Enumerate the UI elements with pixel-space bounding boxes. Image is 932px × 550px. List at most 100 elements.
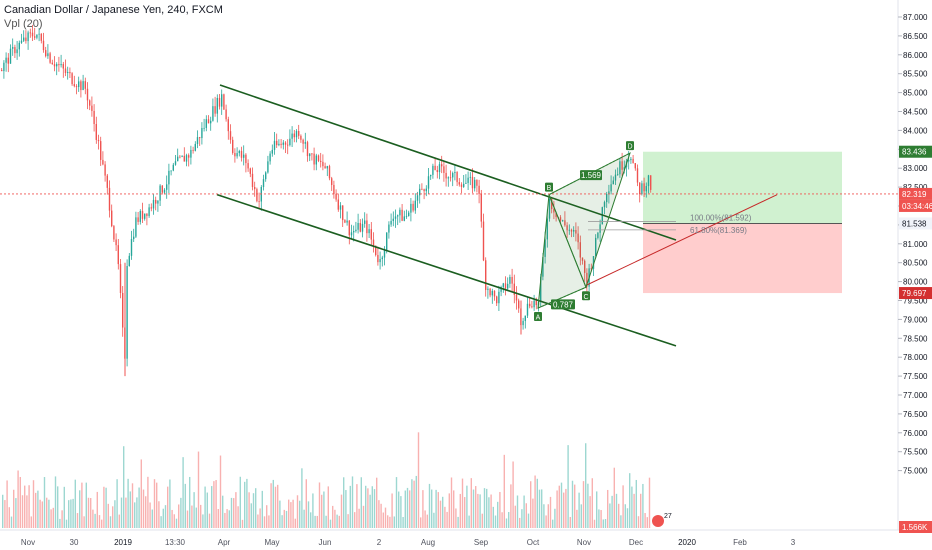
candle-body	[493, 290, 496, 297]
ratio-badge	[551, 299, 575, 310]
volume-bar	[246, 478, 248, 528]
volume-bar	[382, 512, 384, 528]
volume-bar	[13, 489, 15, 528]
volume-bar	[164, 505, 167, 528]
candle-body	[278, 143, 280, 146]
volume-bar	[241, 519, 244, 528]
candle-body	[18, 42, 20, 50]
candle-body	[359, 222, 361, 232]
candle-body	[357, 222, 359, 230]
candle-body	[621, 161, 623, 170]
volume-bar	[371, 486, 373, 528]
candle-body	[185, 155, 188, 162]
volume-bar	[83, 516, 85, 528]
candle-body	[119, 264, 122, 293]
volume-bar	[189, 476, 191, 528]
current-price-label: 82.319	[902, 190, 927, 199]
volume-bar	[85, 482, 87, 528]
volume-bar	[596, 491, 598, 528]
volume-bar	[259, 508, 261, 528]
volume-bar	[39, 499, 41, 528]
volume-bar	[274, 486, 277, 528]
candle-body	[443, 166, 445, 173]
candle-body	[614, 174, 617, 181]
candle-body	[42, 40, 45, 51]
volume-bar	[571, 480, 574, 528]
candle-body	[458, 182, 460, 185]
candle-body	[504, 283, 507, 289]
volume-bar	[373, 489, 376, 528]
candle-body	[496, 296, 498, 304]
volume-bar	[409, 490, 411, 528]
candle-body	[581, 257, 584, 261]
volume-bar	[158, 501, 160, 528]
pattern-point-b	[545, 182, 553, 192]
candle-body	[650, 175, 652, 190]
candle-body	[647, 175, 650, 187]
candle-body	[368, 229, 370, 234]
candle-body	[597, 232, 599, 238]
candle-body	[386, 232, 388, 251]
volume-bar	[607, 489, 609, 528]
volume-bar	[376, 477, 378, 528]
y-tick-label: 80.000	[903, 278, 928, 287]
volume-bar	[466, 485, 468, 528]
volume-bar	[131, 483, 134, 528]
volume-bar	[521, 509, 523, 528]
candle-body	[218, 97, 221, 107]
candle-body	[20, 40, 23, 43]
candle-body	[14, 47, 16, 54]
candle-body	[469, 176, 471, 178]
volume-bar	[206, 492, 208, 528]
candle-body	[25, 37, 27, 42]
volume-bar	[235, 492, 237, 528]
volume-bar	[492, 506, 494, 528]
volume-badge-icon[interactable]	[652, 515, 664, 527]
volume-bar	[637, 516, 640, 528]
volume-bar	[191, 505, 193, 528]
volume-bar	[167, 486, 169, 528]
volume-bar	[46, 497, 48, 528]
volume-bar	[457, 516, 459, 528]
candle-body	[559, 217, 562, 221]
volume-bar	[120, 497, 123, 528]
volume-bar	[486, 488, 488, 528]
candle-body	[126, 266, 128, 359]
volume-bar	[450, 477, 453, 528]
x-tick-label: 3	[791, 538, 796, 547]
volume-bar	[585, 443, 587, 528]
candle-body	[603, 202, 606, 208]
x-tick-label: 30	[70, 538, 79, 547]
volume-bar	[582, 481, 585, 528]
candle-body	[524, 315, 526, 321]
candle-body	[267, 161, 269, 173]
candle-body	[377, 254, 379, 263]
volume-bar	[565, 488, 567, 528]
volume-bar	[228, 510, 230, 528]
candle-body	[335, 193, 337, 200]
volume-bar	[127, 478, 129, 528]
volume-bar	[61, 510, 63, 528]
volume-bar	[184, 483, 186, 528]
volume-bar	[442, 496, 444, 528]
volume-bar	[173, 514, 175, 528]
candle-body	[172, 164, 174, 171]
volume-bar	[272, 479, 274, 528]
candle-body	[542, 256, 544, 277]
volume-bar	[384, 507, 387, 528]
stop-price-label: 79.697	[902, 289, 927, 298]
volume-bar	[288, 499, 290, 528]
volume-bar	[534, 475, 536, 528]
candle-body	[487, 288, 489, 290]
candle-body	[221, 94, 223, 107]
volume-bar	[558, 485, 560, 528]
ratio-label: 1.569	[581, 171, 602, 180]
candle-body	[634, 163, 636, 169]
candle-body	[333, 184, 335, 194]
x-tick-label: Nov	[21, 538, 35, 547]
candle-body	[379, 259, 381, 263]
volume-bar	[611, 495, 613, 528]
volume-bar	[543, 504, 545, 528]
